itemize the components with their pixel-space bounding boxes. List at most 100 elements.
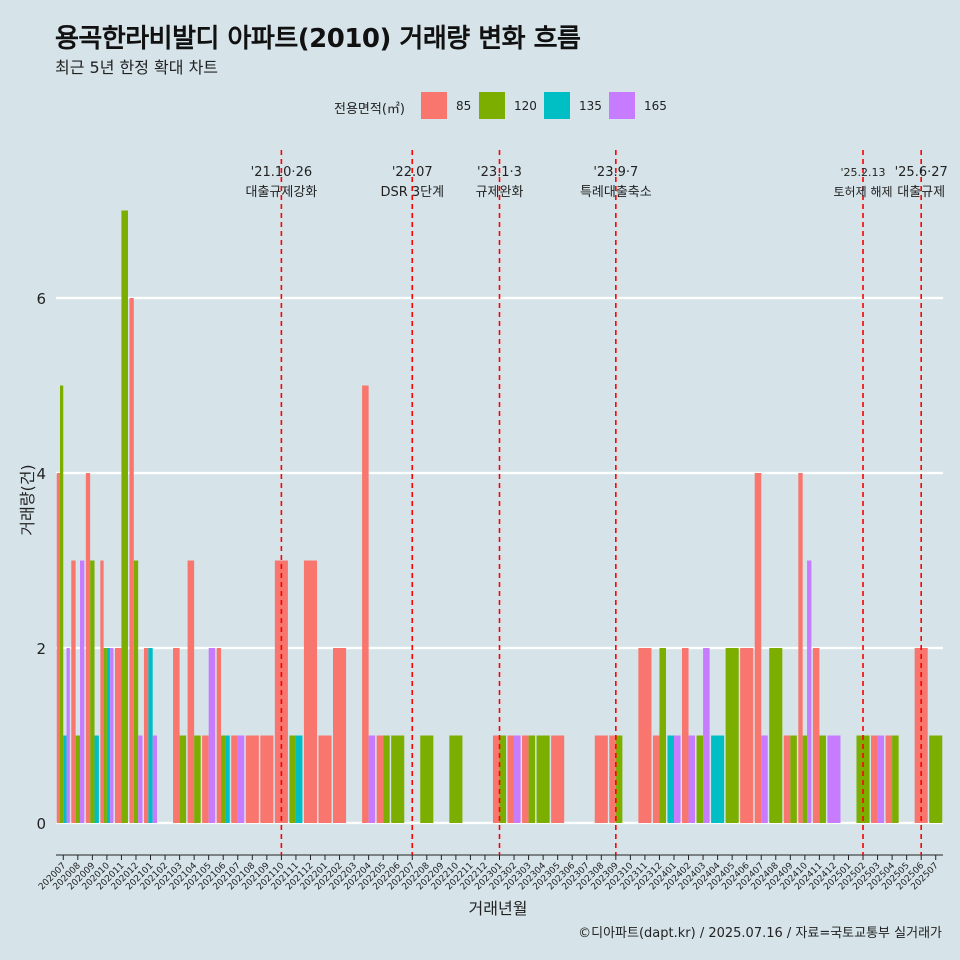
bar-85-202101 [143,648,149,823]
bar-120-202208 [420,735,434,823]
bar-120-202409 [790,735,797,823]
bar-120-202009 [90,560,95,823]
x-tick-label: 202411 [793,861,824,892]
bar-85-202506 [914,648,928,823]
bar-120-202012 [133,560,139,823]
bar-120-202011 [121,210,128,823]
bar-135-202111 [295,735,303,823]
event-date-202309: '23.9·7 [593,165,638,180]
x-tick-label: 202207 [386,861,417,892]
legend-key-165 [609,92,635,119]
bar-85-202009 [85,473,91,823]
x-tick-label: 202108 [226,861,258,893]
y-tick-label: 6 [36,290,46,308]
x-tick-label: 202303 [502,861,533,892]
bar-120-202303 [528,735,536,823]
x-tick-label: 202506 [895,861,927,893]
bar-120-202008 [75,735,80,823]
bar-135-202007 [63,735,67,823]
bar-85-202305 [551,735,565,823]
event-date-202301: '23.1·3 [477,165,522,180]
event-date-202207: '22.07 [392,165,433,180]
event-label-202506: 대출규제 [897,185,945,200]
x-tick-label: 202308 [575,861,607,893]
x-tick-label: 202110 [255,861,287,893]
x-tick-label: 202212 [459,861,490,892]
bar-165-202412 [827,735,841,823]
bar-165-202401 [673,735,681,823]
bar-120-202502 [856,735,870,823]
bar-120-202205 [383,735,390,823]
bar-85-202109 [260,735,274,823]
bar-135-202010 [106,648,111,823]
bar-120-202410 [802,735,808,823]
x-tick-label: 202408 [750,861,782,893]
y-tick-label: 2 [36,640,46,658]
bar-85-202112 [303,560,318,823]
chart-title: 용곡한라비발디 아파트(2010) 거래량 변화 흐름 [55,24,581,54]
event-date-202502: '25.2.13 [841,166,886,179]
x-tick-label: 202305 [531,861,562,892]
x-tick-label: 202012 [110,861,141,892]
bar-165-202008 [79,560,85,823]
x-tick-label: 202206 [371,861,403,893]
bar-120-202309 [615,735,623,823]
bar-120-202408 [769,648,783,823]
bar-85-202103 [173,648,180,823]
bar-85-202503 [871,735,878,823]
bar-120-202206 [391,735,405,823]
bar-85-202303 [522,735,529,823]
x-tick-label: 202311 [619,861,650,892]
bar-135-202401 [667,735,674,823]
bar-85-202007 [56,473,60,823]
x-tick-label: 202403 [677,861,708,892]
legend-label-135: 135 [579,99,602,113]
bar-85-202312 [652,735,660,823]
x-tick-label: 202407 [735,861,766,892]
bar-165-202410 [807,560,812,823]
x-tick-label: 202505 [880,861,911,892]
bar-85-202504 [885,735,893,823]
x-tick-label: 202410 [779,861,811,893]
x-tick-label: 202202 [313,861,344,892]
bar-135-202404 [711,735,725,823]
bar-165-202503 [877,735,885,823]
bar-165-202402 [688,735,696,823]
x-tick-label: 202111 [270,861,301,892]
x-tick-label: 202208 [401,861,433,893]
bar-120-202103 [179,735,187,823]
x-tick-label: 202306 [546,861,578,893]
bar-120-202403 [696,735,704,823]
bar-165-202101 [152,735,158,823]
bar-85-202409 [783,735,791,823]
x-tick-label: 202402 [662,861,693,892]
bar-85-202010 [100,560,104,823]
legend-label-165: 165 [644,99,667,113]
x-tick-label: 202307 [561,861,592,892]
bar-85-202011 [114,648,122,823]
bar-120-202301 [499,735,507,823]
x-tick-label: 202107 [212,861,243,892]
bar-85-202406 [740,648,754,823]
x-tick-label: 202204 [342,861,374,893]
x-tick-label: 202201 [299,861,330,892]
bar-120-202111 [289,735,296,823]
bar-120-202507 [929,735,943,823]
x-tick-label: 202409 [764,861,796,893]
x-tick-label: 202209 [415,861,447,893]
event-label-202110: 대출규제강화 [246,185,318,200]
x-tick-label: 202109 [241,861,273,893]
x-tick-label: 202310 [604,861,636,893]
bar-85-202204 [362,385,369,823]
bar-135-202106 [225,735,230,823]
bar-85-202110 [274,560,288,823]
bar-165-202403 [703,648,710,823]
bar-85-202407 [754,473,762,823]
x-tick-label: 202406 [720,861,752,893]
bar-85-202104 [187,560,195,823]
x-tick-label: 202502 [837,861,868,892]
x-tick-label: 202103 [153,861,184,892]
x-tick-label: 202011 [95,861,126,892]
x-tick-label: 202210 [430,861,462,893]
x-tick-label: 202104 [168,861,200,893]
